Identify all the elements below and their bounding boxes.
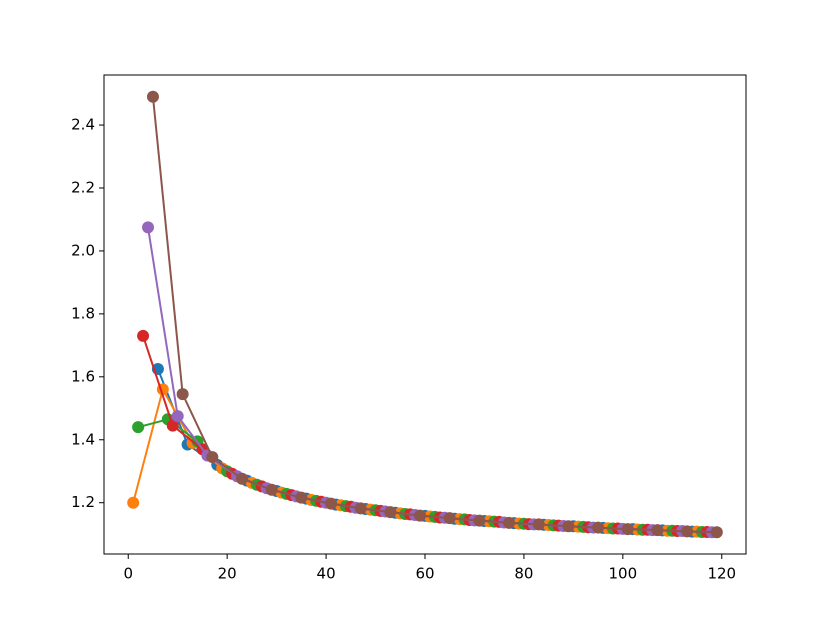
y-tick-label: 2.2 [71,178,95,196]
point [325,497,338,510]
x-tick-label: 40 [317,565,336,583]
y-tick-label: 2.4 [71,116,95,134]
point [621,523,634,536]
point [265,483,278,496]
point [592,521,605,534]
point [681,525,694,538]
x-tick-label: 60 [415,565,434,583]
x-tick-label: 120 [707,565,736,583]
x-tick-label: 20 [218,565,237,583]
point [354,502,367,515]
point [176,388,189,401]
axes-frame [103,74,747,555]
point [127,496,140,509]
point [295,491,308,504]
point [166,419,179,432]
point [651,524,664,537]
point [137,329,150,342]
point [142,221,155,234]
series-line [142,335,707,533]
point [171,410,184,423]
series-line [156,368,693,533]
point [562,520,575,533]
point [710,526,723,539]
point [443,512,456,525]
x-tick-label: 0 [123,565,133,583]
x-tick-label: 80 [514,565,533,583]
y-tick-label: 1.2 [71,493,95,511]
point [414,509,427,522]
point [532,518,545,531]
plot [127,90,723,539]
point [384,506,397,519]
point [235,472,248,485]
series-line [151,96,717,534]
y-tick-label: 1.6 [71,367,95,385]
series-line [147,227,712,534]
y-tick-label: 2.0 [71,241,95,259]
point [146,90,159,103]
point [132,421,145,434]
point [473,514,486,527]
point [503,516,516,529]
point [206,451,219,464]
x-tick-label: 100 [609,565,638,583]
y-tick-label: 1.4 [71,430,95,448]
y-tick-label: 1.8 [71,304,95,322]
